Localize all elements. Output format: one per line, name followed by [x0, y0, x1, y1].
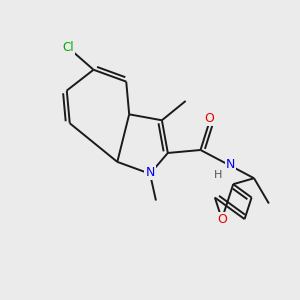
Text: O: O [205, 112, 214, 125]
Text: Cl: Cl [62, 41, 74, 54]
Text: N: N [145, 166, 155, 179]
Text: O: O [217, 213, 227, 226]
Text: H: H [214, 170, 223, 180]
Text: N: N [226, 158, 235, 171]
